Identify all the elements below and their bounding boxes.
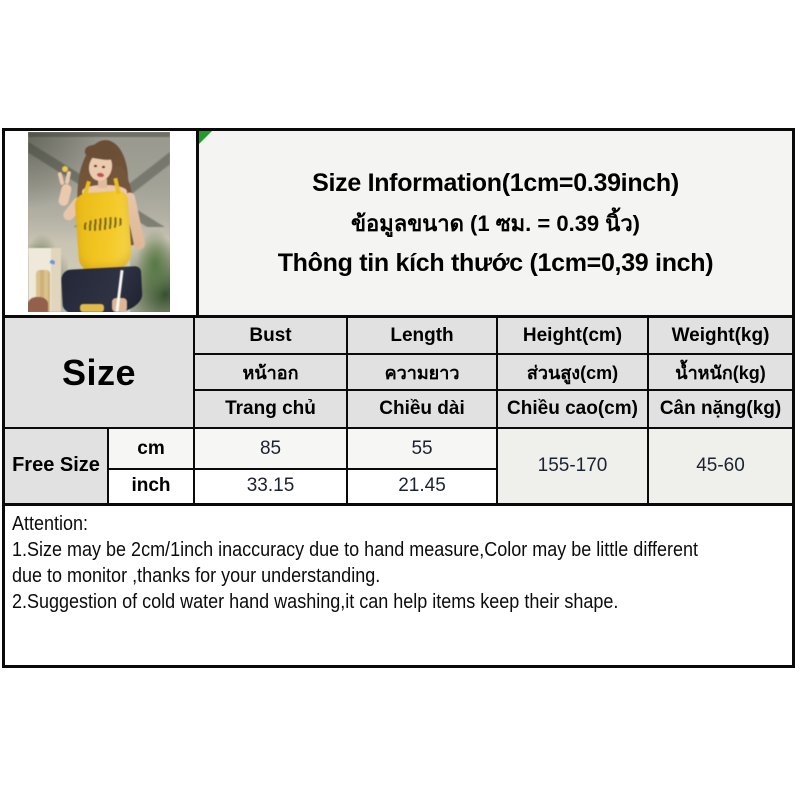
weight-value: 45-60 (647, 427, 792, 506)
drink-item (80, 304, 104, 312)
header-bust-th: หน้าอก (193, 353, 349, 391)
yellow-flower (62, 166, 68, 172)
model-eye (102, 166, 105, 168)
model-eye (94, 165, 97, 167)
yellow-camisole (74, 190, 133, 274)
unit-cm-cell: cm (106, 427, 196, 470)
height-value: 155-170 (496, 427, 650, 506)
title-cell: Size Information(1cm=0.39inch) ข้อมูลขนา… (199, 131, 792, 315)
title-row: Size Information(1cm=0.39inch) ข้อมูลขนา… (5, 131, 792, 318)
header-bust-vi: Trang chủ (193, 389, 349, 429)
size-table: Size Bust Length Height(cm) Weight(kg) ห… (5, 318, 792, 506)
header-weight-th: น้ำหนัก(kg) (647, 353, 792, 391)
size-corner-cell: Size (5, 318, 196, 429)
attention-note-1-cont: due to monitor ,thanks for your understa… (12, 564, 381, 587)
photo-cell (5, 131, 199, 315)
header-height-vi: Chiều cao(cm) (496, 389, 650, 429)
bust-cm-value: 85 (193, 427, 349, 470)
title-vietnamese: Thông tin kích thước (1cm=0,39 inch) (277, 248, 714, 277)
attention-note-1: 1.Size may be 2cm/1inch inaccuracy due t… (12, 538, 699, 561)
unit-inch-cell: inch (106, 468, 196, 506)
size-name-cell: Free Size (5, 427, 109, 506)
header-bust-en: Bust (193, 318, 349, 355)
length-cm-value: 55 (346, 427, 499, 470)
header-height-en: Height(cm) (496, 318, 650, 355)
attention-note-2: 2.Suggestion of cold water hand washing,… (12, 590, 619, 613)
header-height-th: ส่วนสูง(cm) (496, 353, 650, 391)
model-neck (98, 179, 107, 188)
header-weight-en: Weight(kg) (647, 318, 792, 355)
basket (28, 297, 48, 312)
header-length-vi: Chiều dài (346, 389, 499, 429)
length-inch-value: 21.45 (346, 468, 499, 506)
header-length-en: Length (346, 318, 499, 355)
header-length-th: ความยาว (346, 353, 499, 391)
green-corner-marker-icon (199, 131, 212, 144)
title-english: Size Information(1cm=0.39inch) (312, 168, 679, 197)
header-weight-vi: Cân nặng(kg) (647, 389, 792, 429)
bust-inch-value: 33.15 (193, 468, 349, 506)
size-chart-sheet: Size Information(1cm=0.39inch) ข้อมูลขนา… (2, 128, 795, 668)
attention-heading: Attention: (12, 512, 89, 535)
model-photo (28, 132, 170, 312)
title-thai: ข้อมูลขนาด (1 ซม. = 0.39 นิ้ว) (350, 210, 640, 236)
photo-artwork (28, 132, 170, 312)
attention-notes: Attention: 1.Size may be 2cm/1inch inacc… (5, 505, 792, 665)
